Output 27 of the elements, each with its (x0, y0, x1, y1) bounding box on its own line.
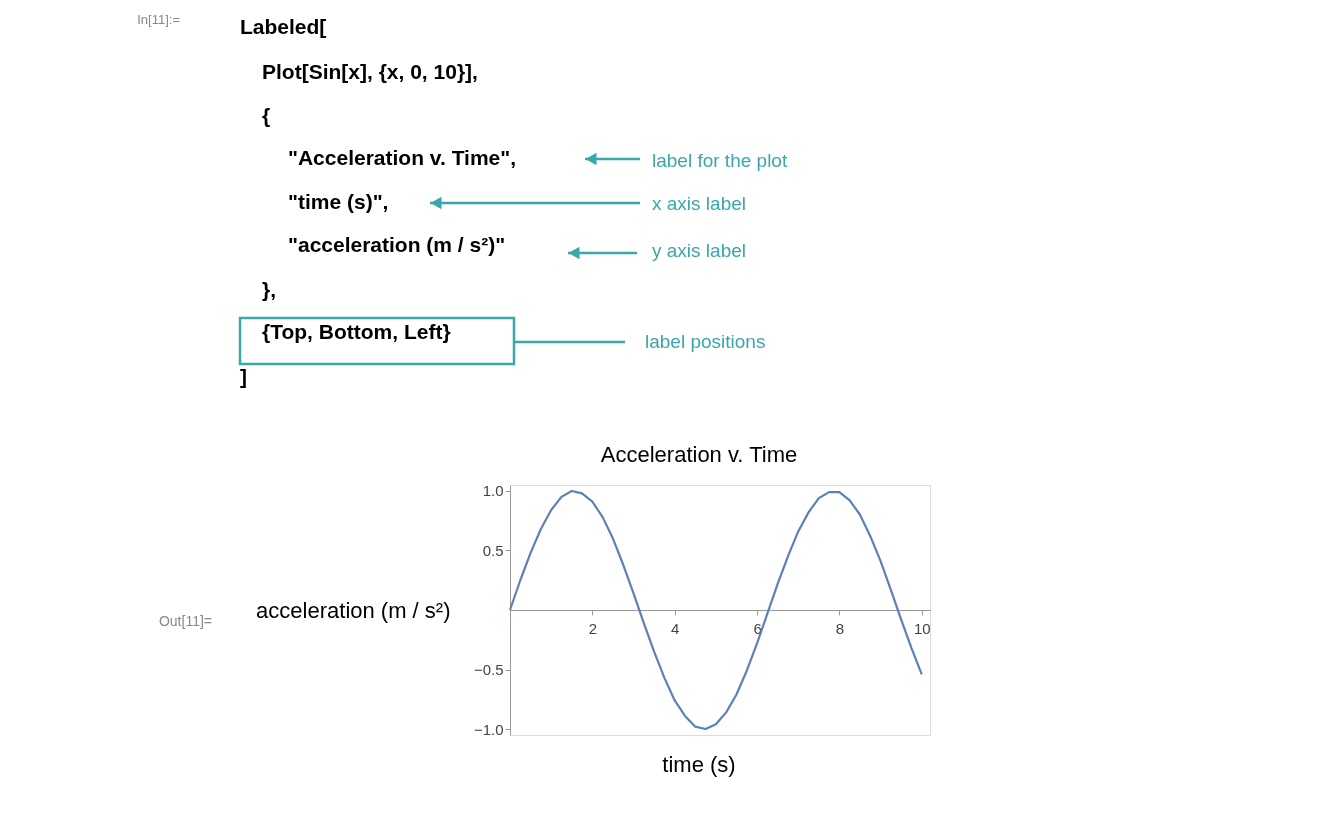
text: y axis label (652, 240, 746, 261)
text: label for the plot (652, 150, 788, 171)
chart-title: Acceleration v. Time (600, 442, 798, 467)
text: { (262, 104, 271, 127)
text: }, (262, 278, 277, 301)
text: {Top, Bottom, Left} (262, 320, 451, 343)
text: Out[11]= (158, 613, 212, 629)
text: "acceleration (m / s²)" (288, 233, 506, 256)
y-tick-label: −0.5 (473, 661, 504, 679)
x-tick-label: 4 (671, 619, 680, 637)
text: "time (s)", (288, 190, 389, 213)
text: Labeled[ (240, 15, 327, 38)
y-tick-label: 0.5 (482, 541, 504, 559)
text: x axis label (652, 193, 746, 214)
text: In[11]:= (137, 12, 180, 27)
text: Plot[Sin[x], {x, 0, 10}], (262, 60, 478, 83)
x-tick-label: 6 (753, 619, 762, 637)
y-axis-title: acceleration (m / s²) (256, 597, 451, 623)
x-tick-label: 8 (835, 619, 845, 637)
text: "Acceleration v. Time", (288, 146, 517, 169)
text: label positions (645, 331, 766, 352)
text: ] (240, 365, 247, 388)
x-tick-label: 10 (913, 619, 931, 637)
y-tick-label: −1.0 (473, 720, 504, 738)
x-axis-title: time (s) (662, 752, 736, 777)
y-tick-label: 1.0 (482, 482, 504, 500)
x-tick-label: 2 (588, 619, 598, 637)
